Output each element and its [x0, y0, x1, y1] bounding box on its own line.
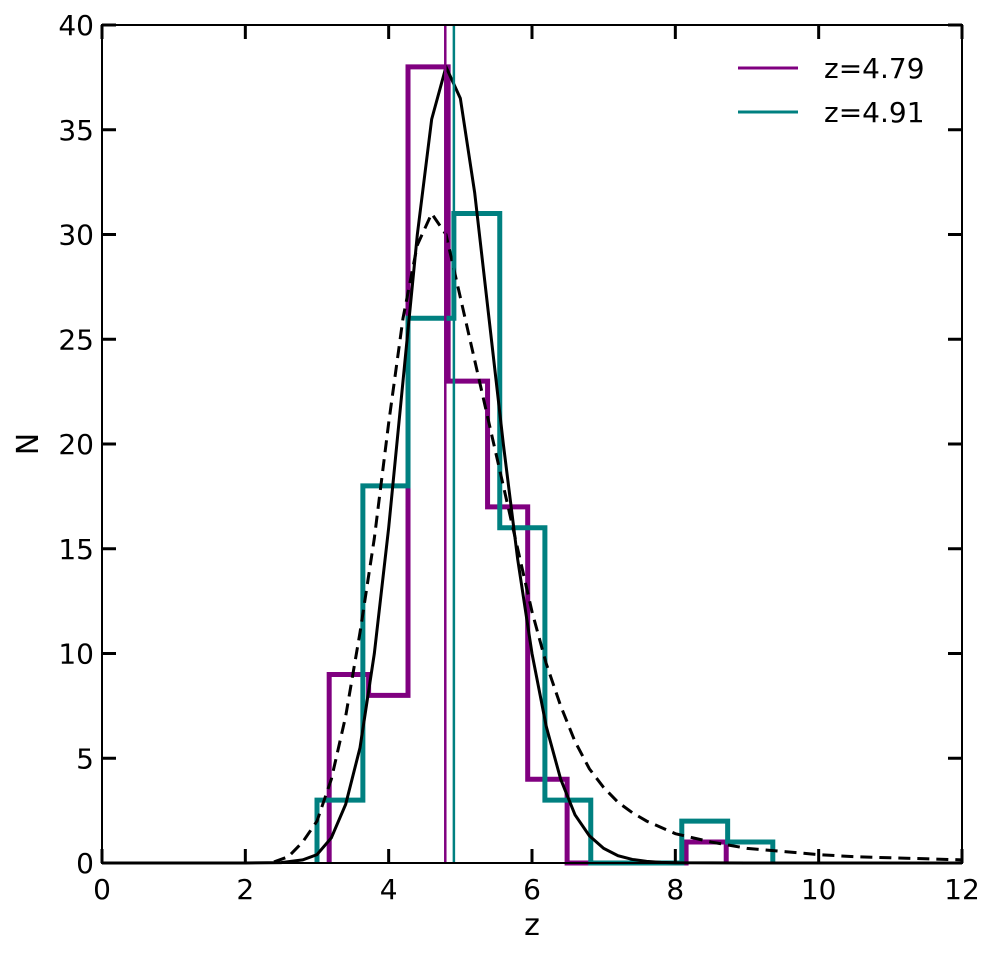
x-tick-label: 0	[93, 873, 111, 906]
y-axis-label: N	[11, 433, 46, 455]
histogram-bar	[317, 800, 363, 863]
histogram-bar	[488, 507, 528, 863]
y-tick-label: 30	[58, 219, 94, 252]
plot-frame	[101, 24, 963, 864]
x-tick-label: 6	[523, 873, 541, 906]
x-axis-label: z	[524, 908, 540, 943]
y-tick-label: 35	[58, 114, 94, 147]
histogram-bar	[528, 779, 567, 863]
histogram-bar	[369, 695, 408, 863]
y-tick-label: 20	[58, 428, 94, 461]
x-tick-label: 12	[944, 873, 980, 906]
histogram-bar	[500, 528, 545, 863]
plot-marks	[102, 25, 963, 866]
legend-label: z=4.79	[824, 52, 925, 85]
density-curve-dashed	[273, 210, 963, 864]
legend: z=4.79 z=4.91	[738, 52, 925, 129]
density-curve-solid	[102, 62, 962, 865]
y-tick-label: 40	[58, 9, 94, 42]
x-tick-label: 8	[666, 873, 684, 906]
histogram-bar	[408, 67, 448, 863]
histogram-bar	[454, 214, 500, 863]
histogram-outline	[314, 211, 776, 866]
x-tick-label: 4	[380, 873, 398, 906]
histogram-bar	[408, 318, 454, 863]
y-tick-label: 0	[76, 847, 94, 880]
y-tick-label: 10	[58, 638, 94, 671]
histogram-series-2	[314, 211, 776, 866]
histogram-outline	[326, 64, 729, 866]
axis-ticks: 0 2 4 6 8 10 12 0 5 10 15 20 25 30 35 40	[58, 9, 979, 906]
y-tick-label: 15	[58, 533, 94, 566]
x-tick-label: 2	[236, 873, 254, 906]
histogram-bar	[686, 842, 726, 863]
x-tick-label: 10	[801, 873, 837, 906]
y-tick-label: 5	[76, 742, 94, 775]
histogram-series-1	[326, 64, 729, 866]
y-tick-label: 25	[58, 323, 94, 356]
legend-label: z=4.91	[824, 96, 925, 129]
